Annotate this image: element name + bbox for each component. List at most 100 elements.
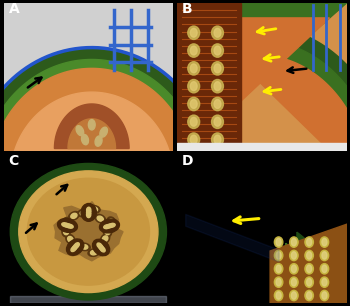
Ellipse shape <box>188 115 200 129</box>
Ellipse shape <box>211 62 223 75</box>
Ellipse shape <box>76 126 84 136</box>
Ellipse shape <box>107 217 116 227</box>
Ellipse shape <box>62 226 70 237</box>
Ellipse shape <box>62 223 68 227</box>
Ellipse shape <box>276 278 281 286</box>
Ellipse shape <box>81 244 88 249</box>
Ellipse shape <box>274 76 276 78</box>
Ellipse shape <box>188 26 200 39</box>
Ellipse shape <box>64 223 71 227</box>
Ellipse shape <box>307 278 312 286</box>
Ellipse shape <box>274 237 283 247</box>
Ellipse shape <box>291 238 296 246</box>
Ellipse shape <box>78 209 89 217</box>
Ellipse shape <box>320 237 329 247</box>
Ellipse shape <box>105 229 110 235</box>
Polygon shape <box>4 3 173 151</box>
Ellipse shape <box>147 128 149 129</box>
Polygon shape <box>270 221 350 303</box>
Ellipse shape <box>260 78 262 80</box>
Ellipse shape <box>322 278 327 286</box>
Ellipse shape <box>211 80 223 93</box>
Ellipse shape <box>66 224 73 228</box>
Ellipse shape <box>64 229 69 235</box>
Ellipse shape <box>80 211 87 215</box>
Polygon shape <box>148 18 350 188</box>
Ellipse shape <box>220 72 224 75</box>
Polygon shape <box>177 3 241 151</box>
Ellipse shape <box>305 263 313 274</box>
Ellipse shape <box>345 92 348 94</box>
Text: D: D <box>182 154 193 168</box>
Ellipse shape <box>276 252 281 259</box>
Ellipse shape <box>290 290 298 301</box>
Ellipse shape <box>66 239 84 255</box>
Ellipse shape <box>95 214 106 223</box>
Ellipse shape <box>190 117 197 126</box>
Ellipse shape <box>188 80 200 93</box>
Polygon shape <box>0 59 202 178</box>
Ellipse shape <box>97 243 102 248</box>
Ellipse shape <box>322 265 327 273</box>
Ellipse shape <box>190 28 197 37</box>
Ellipse shape <box>291 252 296 259</box>
Ellipse shape <box>190 82 197 91</box>
Ellipse shape <box>103 226 112 237</box>
Ellipse shape <box>71 246 76 252</box>
Ellipse shape <box>100 234 110 244</box>
Ellipse shape <box>66 234 75 244</box>
Ellipse shape <box>307 292 312 299</box>
Ellipse shape <box>82 134 89 145</box>
Ellipse shape <box>159 115 162 118</box>
Ellipse shape <box>291 265 296 273</box>
Ellipse shape <box>291 278 296 286</box>
Ellipse shape <box>88 205 100 213</box>
Ellipse shape <box>57 218 77 233</box>
Ellipse shape <box>100 247 105 252</box>
Text: C: C <box>9 154 19 168</box>
Ellipse shape <box>214 135 221 144</box>
Ellipse shape <box>307 238 312 246</box>
Ellipse shape <box>307 265 312 273</box>
Ellipse shape <box>88 249 100 256</box>
Circle shape <box>27 178 149 285</box>
Polygon shape <box>177 3 346 151</box>
Ellipse shape <box>240 75 243 77</box>
Ellipse shape <box>100 127 107 137</box>
Ellipse shape <box>68 237 73 242</box>
Ellipse shape <box>252 71 256 74</box>
Ellipse shape <box>307 252 312 259</box>
Circle shape <box>10 163 167 300</box>
Ellipse shape <box>74 243 79 248</box>
Polygon shape <box>54 202 123 261</box>
Ellipse shape <box>190 135 197 144</box>
Ellipse shape <box>86 212 91 218</box>
Polygon shape <box>286 243 350 306</box>
Ellipse shape <box>131 141 134 143</box>
Ellipse shape <box>214 46 221 55</box>
Polygon shape <box>297 232 350 306</box>
Ellipse shape <box>90 250 97 255</box>
Ellipse shape <box>211 115 223 129</box>
Ellipse shape <box>320 263 329 274</box>
Ellipse shape <box>320 290 329 301</box>
Ellipse shape <box>188 44 200 57</box>
Ellipse shape <box>211 133 223 146</box>
Ellipse shape <box>274 277 283 287</box>
Ellipse shape <box>276 292 281 299</box>
Text: B: B <box>182 2 192 17</box>
Ellipse shape <box>320 250 329 261</box>
Text: A: A <box>9 2 19 17</box>
Ellipse shape <box>214 99 221 108</box>
Ellipse shape <box>322 252 327 259</box>
Ellipse shape <box>190 64 197 73</box>
Ellipse shape <box>305 277 313 287</box>
Ellipse shape <box>86 209 91 215</box>
Ellipse shape <box>190 99 197 108</box>
Ellipse shape <box>322 292 327 299</box>
Ellipse shape <box>193 92 196 95</box>
Ellipse shape <box>72 244 78 250</box>
Ellipse shape <box>96 242 107 251</box>
Ellipse shape <box>284 76 286 78</box>
Ellipse shape <box>188 97 200 111</box>
